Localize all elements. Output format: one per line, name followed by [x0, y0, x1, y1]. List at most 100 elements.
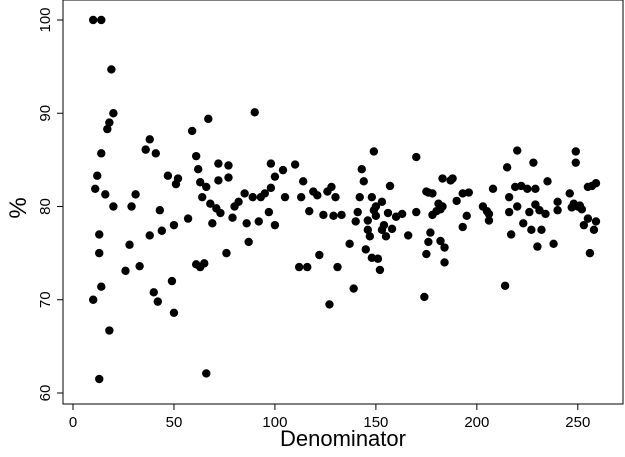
data-point — [278, 165, 288, 175]
data-point — [565, 189, 574, 198]
data-point — [313, 191, 322, 200]
data-point — [420, 292, 429, 302]
data-point — [579, 220, 589, 230]
data-point — [214, 176, 223, 185]
data-point — [163, 171, 173, 180]
data-point — [337, 210, 346, 220]
data-point — [290, 160, 300, 169]
data-point — [208, 219, 217, 228]
data-point — [200, 259, 209, 268]
data-point — [327, 182, 336, 192]
data-point — [549, 239, 558, 248]
data-point — [504, 207, 514, 217]
data-points — [88, 15, 601, 384]
data-point — [369, 147, 379, 156]
data-point — [585, 248, 595, 258]
data-point — [88, 295, 98, 304]
y-axis: 60 70 80 90 100 — [37, 7, 63, 401]
data-point — [173, 174, 183, 183]
data-point — [191, 151, 201, 161]
x-tick-label: 150 — [363, 414, 388, 431]
data-point — [234, 197, 243, 207]
data-point — [527, 225, 536, 235]
data-point — [519, 219, 528, 228]
data-point — [428, 189, 437, 198]
data-point — [167, 276, 177, 286]
data-point — [583, 214, 593, 223]
data-point — [571, 147, 580, 156]
data-point — [270, 172, 280, 181]
data-point — [375, 265, 385, 275]
data-point — [331, 192, 340, 202]
data-point — [280, 192, 290, 202]
data-point — [109, 202, 118, 211]
data-point — [315, 250, 324, 260]
data-point — [379, 220, 389, 230]
data-point — [438, 174, 447, 183]
x-tick-label: 100 — [262, 414, 287, 431]
data-point — [426, 228, 435, 237]
data-point — [319, 210, 328, 220]
data-point — [222, 248, 231, 258]
data-point — [371, 211, 381, 221]
data-point — [145, 231, 154, 240]
data-point — [385, 181, 395, 191]
data-point — [488, 184, 498, 193]
data-point — [553, 197, 562, 207]
data-point — [424, 237, 433, 247]
data-point — [448, 174, 457, 183]
data-point — [97, 15, 106, 25]
data-point — [325, 300, 334, 309]
data-point — [422, 249, 431, 259]
data-point — [363, 216, 373, 225]
data-point — [93, 171, 102, 180]
data-point — [127, 202, 136, 211]
data-point — [244, 237, 253, 247]
data-point — [248, 192, 257, 202]
y-tick-label: 80 — [37, 198, 54, 215]
data-point — [502, 163, 512, 172]
data-point — [141, 145, 150, 154]
x-axis-label: Denominator — [280, 426, 406, 451]
data-point — [349, 284, 358, 293]
data-point — [353, 207, 362, 217]
data-point — [525, 207, 534, 217]
data-point — [577, 205, 587, 214]
data-point — [202, 369, 211, 378]
data-point — [206, 199, 215, 208]
data-point — [183, 214, 193, 223]
data-point — [513, 202, 522, 211]
data-point — [506, 230, 516, 239]
data-point — [543, 177, 552, 186]
data-point — [535, 206, 544, 215]
data-point — [97, 149, 106, 158]
data-point — [355, 192, 364, 202]
data-point — [216, 208, 225, 218]
y-axis-label: % — [5, 197, 32, 218]
data-point — [500, 281, 510, 290]
data-point — [169, 220, 179, 230]
data-point — [224, 161, 233, 170]
data-point — [541, 209, 550, 219]
data-point — [294, 262, 304, 272]
data-point — [214, 159, 223, 168]
data-point — [202, 182, 211, 192]
data-point — [149, 288, 158, 297]
y-tick-label: 90 — [37, 105, 54, 122]
data-point — [125, 240, 134, 249]
data-point — [95, 374, 104, 384]
data-point — [105, 118, 114, 127]
data-point — [264, 207, 274, 217]
data-point — [531, 184, 540, 193]
data-point — [436, 236, 445, 246]
data-point — [484, 209, 494, 219]
data-point — [359, 177, 368, 186]
data-point — [345, 239, 354, 248]
data-point — [95, 230, 104, 239]
data-point — [169, 308, 179, 318]
data-point — [440, 258, 449, 267]
data-point — [145, 135, 154, 144]
plot-frame — [62, 0, 624, 405]
data-point — [157, 226, 167, 235]
